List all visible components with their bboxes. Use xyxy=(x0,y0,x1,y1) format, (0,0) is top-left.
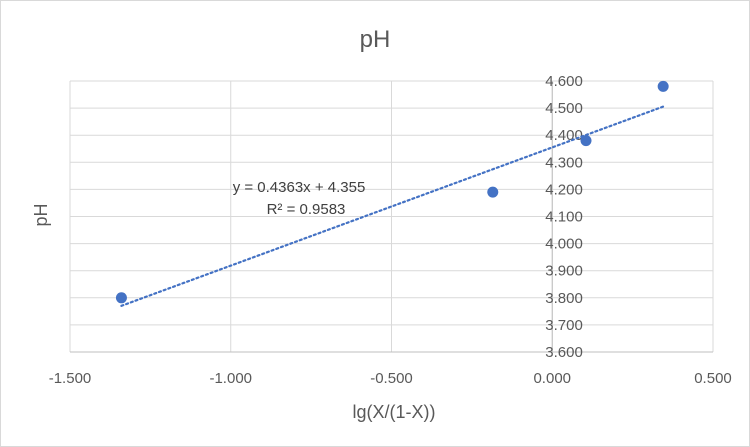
x-tick-label: 0.000 xyxy=(533,370,571,387)
y-tick-label: 3.900 xyxy=(545,263,583,280)
trendline-group xyxy=(120,105,665,307)
trendline xyxy=(120,105,665,307)
y-tick-label: 4.600 xyxy=(545,73,583,90)
y-tick-label: 3.800 xyxy=(545,290,583,307)
data-point xyxy=(487,186,499,198)
y-tick-label: 4.000 xyxy=(545,236,583,253)
y-axis-title: pH xyxy=(31,203,51,226)
x-axis-title: lg(X/(1-X)) xyxy=(352,402,435,422)
x-tick-label: 0.500 xyxy=(694,370,732,387)
y-tick-label: 3.600 xyxy=(545,344,583,361)
x-tick-label: -1.000 xyxy=(209,370,252,387)
y-tick-label: 3.700 xyxy=(545,317,583,334)
data-point xyxy=(580,135,592,147)
data-point xyxy=(657,80,669,92)
trendline-r-squared: R² = 0.9583 xyxy=(267,201,346,218)
y-tick-label: 4.500 xyxy=(545,100,583,117)
tick-labels: -1.500 -1.000 -0.500 0.000 0.500 3.600 3.700 3.… xyxy=(49,73,732,387)
data-point xyxy=(115,292,127,304)
axes xyxy=(70,81,713,353)
gridlines xyxy=(69,80,714,353)
y-tick-label: 4.400 xyxy=(545,127,583,144)
x-tick-label: -1.500 xyxy=(49,370,92,387)
y-tick-label: 4.300 xyxy=(545,154,583,171)
trendline-equation: y = 0.4363x + 4.355 xyxy=(233,179,366,196)
x-tick-label: -0.500 xyxy=(370,370,413,387)
chart-title: pH xyxy=(360,26,391,53)
y-tick-label: 4.100 xyxy=(545,209,583,226)
y-tick-label: 4.200 xyxy=(545,181,583,198)
data-points xyxy=(115,80,669,304)
